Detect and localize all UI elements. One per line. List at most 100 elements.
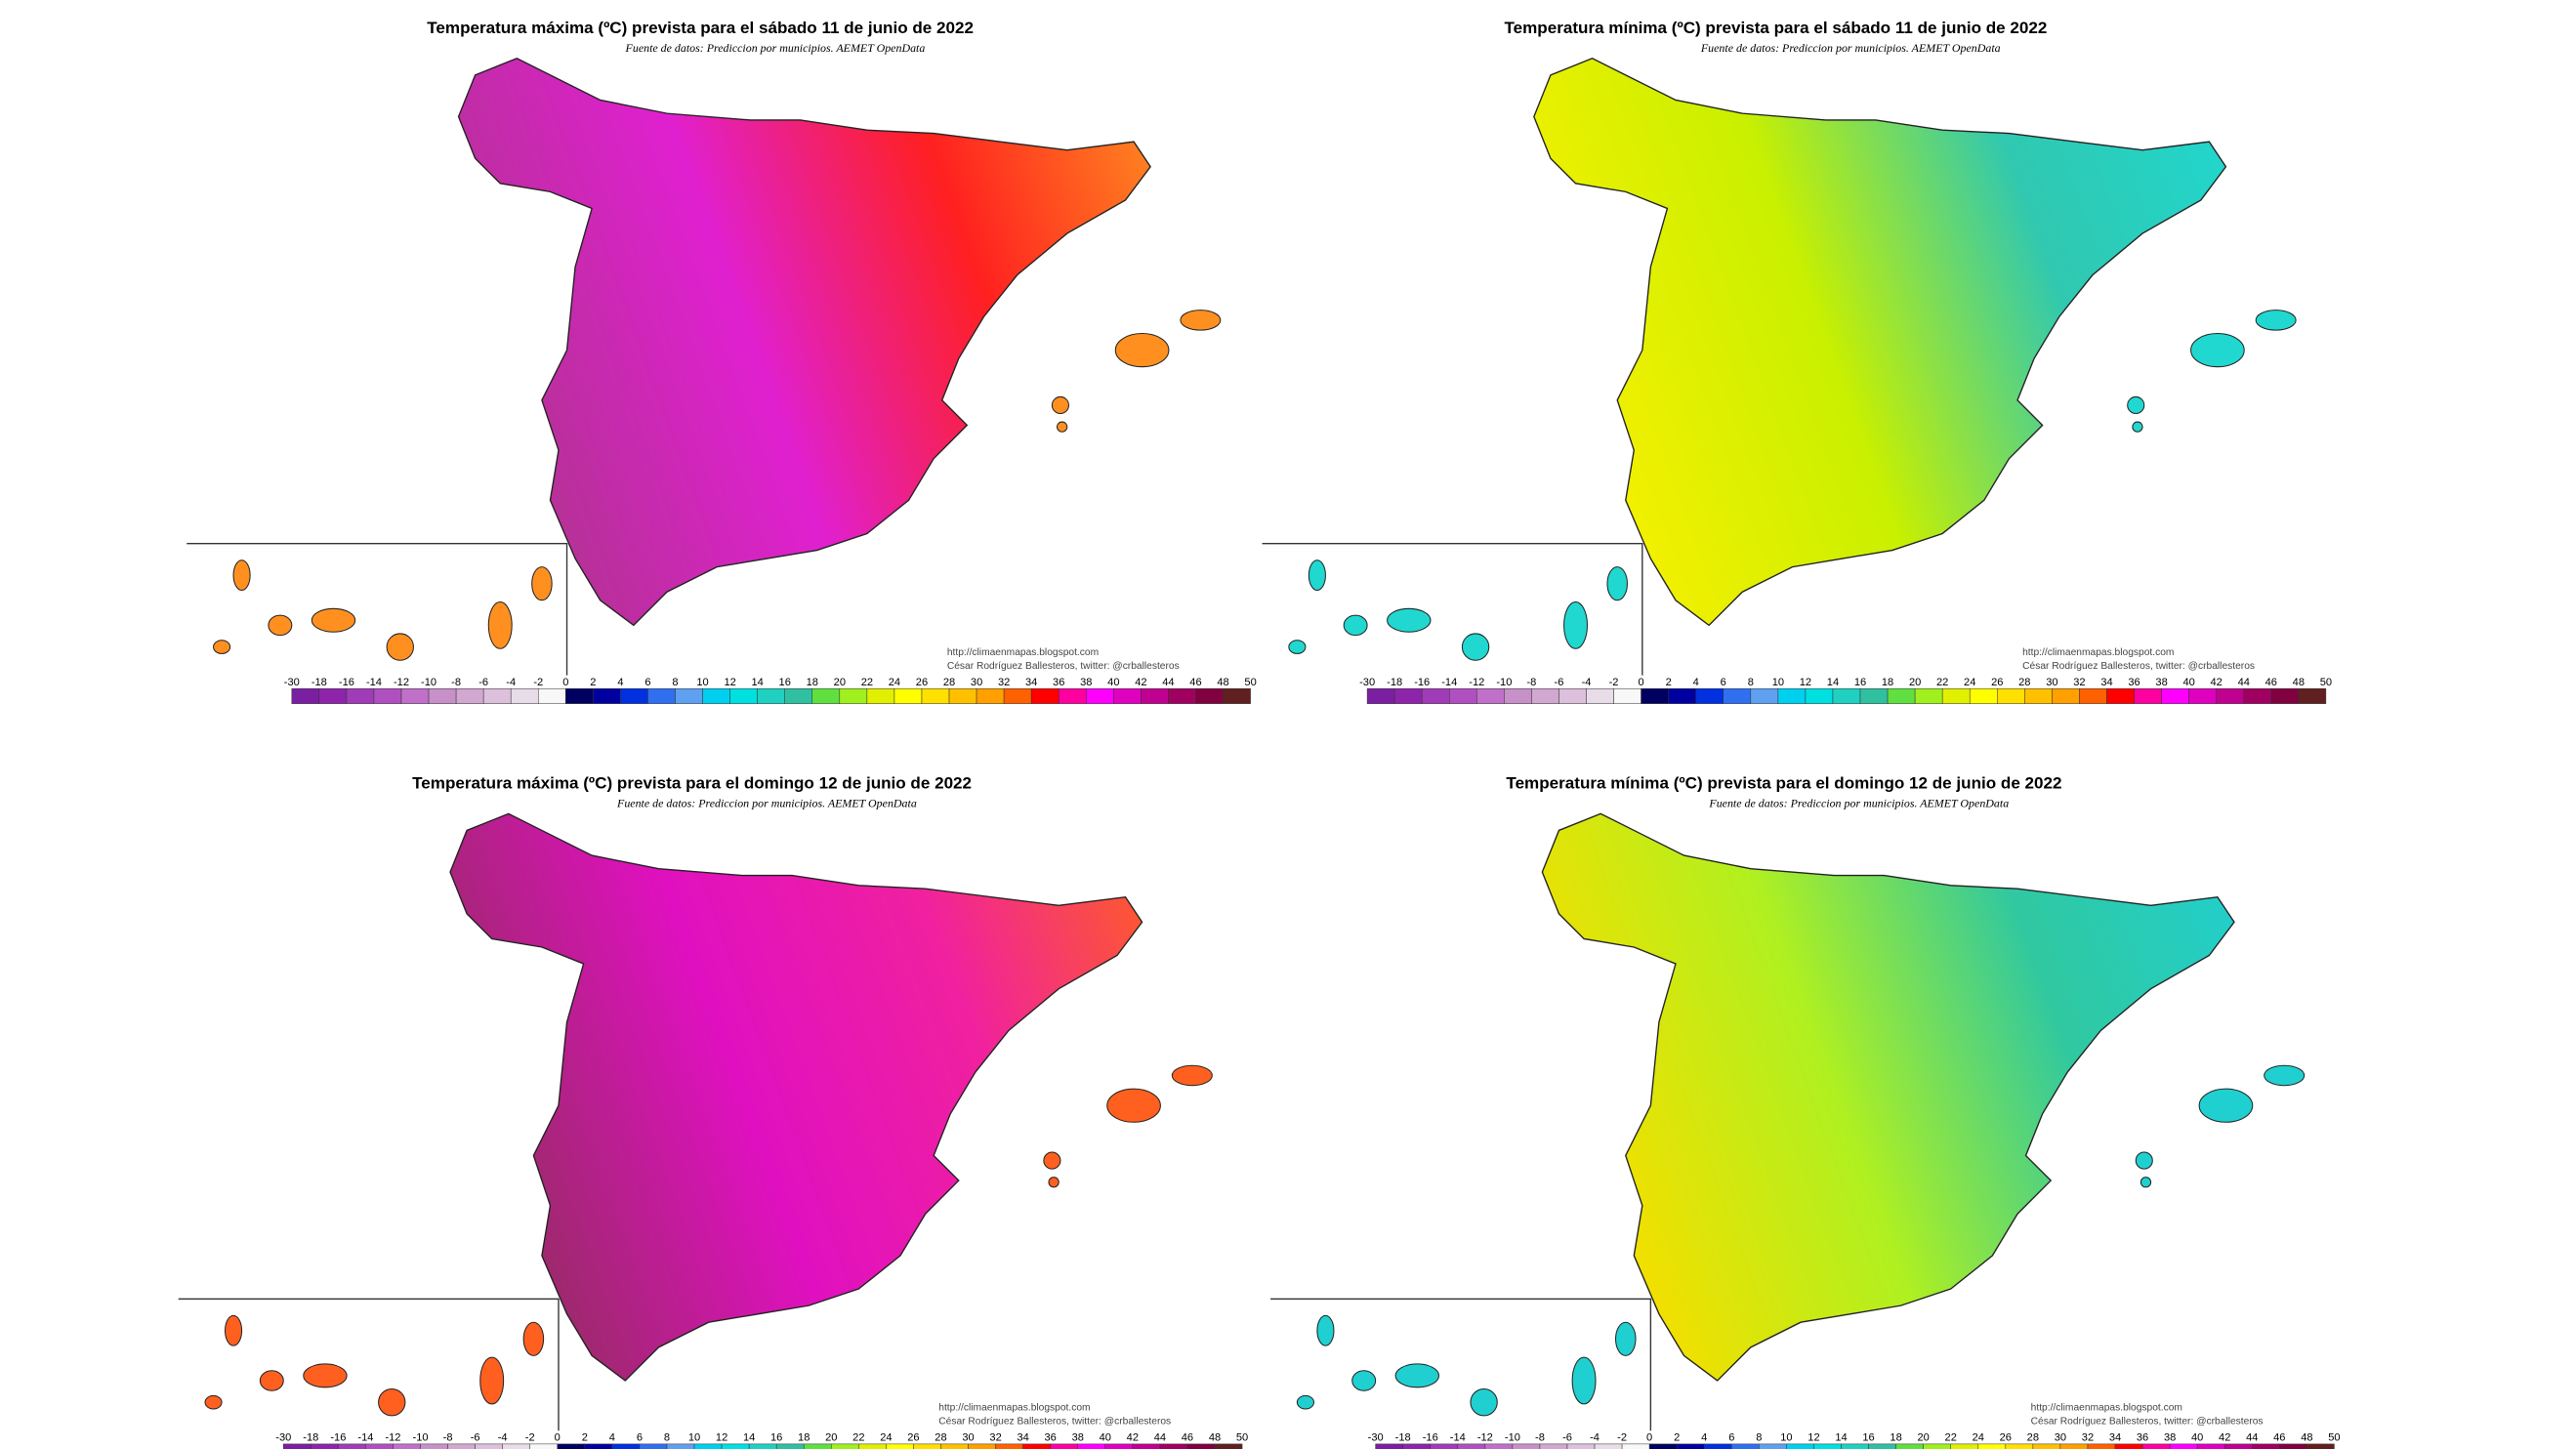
colorbar-cell	[1641, 688, 1669, 704]
colorbar-tick-label: 4	[1701, 1431, 1707, 1443]
colorbar-cell	[1223, 688, 1251, 704]
colorbar-cell	[913, 1443, 941, 1449]
canary-frame	[1262, 543, 1643, 676]
colorbar-cell	[2169, 1443, 2198, 1449]
canary-island	[1288, 640, 1307, 654]
colorbar-cell	[1539, 1443, 1568, 1449]
colorbar-tick-label: 34	[1017, 1431, 1028, 1443]
colorbar-tick-label: -8	[443, 1431, 453, 1443]
colorbar-cell	[1613, 688, 1641, 704]
colorbar-tick-label: 6	[1721, 677, 1726, 688]
colorbar-tick-label: -30	[275, 1431, 291, 1443]
colorbar-tick-label: 0	[562, 677, 568, 688]
balearic-island	[2135, 1151, 2153, 1170]
colorbar-tick-label: -30	[1359, 677, 1375, 688]
colorbar-tick-label: 44	[1154, 1431, 1166, 1443]
colorbar-cell	[1868, 1443, 1896, 1449]
colorbar-tick-label: -14	[357, 1431, 373, 1443]
colorbar-cell	[2188, 688, 2217, 704]
colorbar-cell	[1941, 688, 1971, 704]
colorbar-tick-label: 22	[861, 677, 873, 688]
canary-island	[268, 614, 293, 637]
colorbar-tick-label: -4	[506, 677, 516, 688]
colorbar-tick-label: 22	[852, 1431, 864, 1443]
canary-island	[1343, 614, 1368, 637]
colorbar-cell	[748, 1443, 777, 1449]
colorbar-tick-label: 24	[880, 1431, 892, 1443]
colorbar-tick-label: 8	[672, 677, 678, 688]
colorbar-cell	[968, 1443, 996, 1449]
colorbar-cell	[784, 688, 813, 704]
colorbar-tick-label: -12	[1469, 677, 1484, 688]
colorbar-cell	[455, 688, 484, 704]
colorbar-cell	[1750, 688, 1779, 704]
colorbar-cell	[538, 688, 566, 704]
colorbar-tick-label: -10	[421, 677, 436, 688]
colorbar-cell	[995, 1443, 1023, 1449]
colorbar-tick-label: 4	[617, 677, 623, 688]
colorbar-cell	[1703, 1443, 1732, 1449]
colorbar-cell	[2298, 688, 2327, 704]
colorbar-cell	[1195, 688, 1224, 704]
colorbar-tick-label: 18	[1890, 1431, 1901, 1443]
map-panel: Temperatura máxima (ºC) prevista para el…	[187, 19, 1257, 704]
colorbar-cell	[775, 1443, 805, 1449]
colorbar-tick-label: -8	[451, 677, 461, 688]
colorbar-cell	[318, 688, 348, 704]
colorbar-tick-label: 18	[1882, 677, 1893, 688]
map-source: Fuente de datos: Prediccion por municipi…	[616, 797, 917, 810]
colorbar-tick-label: 36	[1053, 677, 1064, 688]
colorbar-cell	[1375, 1443, 1403, 1449]
colorbar-cell	[2216, 688, 2244, 704]
colorbar-tick-label: -30	[284, 677, 300, 688]
colorbar-tick-label: 28	[935, 1431, 946, 1443]
map-source: Fuente de datos: Prediccion por municipi…	[1700, 41, 2001, 55]
colorbar-tick-label: -14	[1450, 1431, 1466, 1443]
colorbar-cell	[1648, 1443, 1678, 1449]
colorbar-cell	[1895, 1443, 1924, 1449]
colorbar-tick-label: 50	[2320, 677, 2332, 688]
colorbar-tick-label: 38	[2155, 677, 2167, 688]
balearic-island	[2190, 333, 2245, 368]
colorbar-tick-label: 20	[825, 1431, 837, 1443]
canary-island	[1308, 559, 1326, 592]
colorbar-cell	[1504, 688, 1532, 704]
colorbar-cell	[1805, 688, 1834, 704]
colorbar-cell	[1594, 1443, 1623, 1449]
colorbar-tick-label: -10	[1505, 1431, 1520, 1443]
colorbar-tick-label: -4	[1590, 1431, 1600, 1443]
colorbar-tick-label: -12	[385, 1431, 400, 1443]
colorbar-tick-label: 32	[2082, 1431, 2094, 1443]
colorbar-cell	[2141, 1443, 2171, 1449]
colorbar-cell	[693, 1443, 723, 1449]
colorbar-cell	[1887, 688, 1916, 704]
canary-island	[232, 559, 251, 592]
colorbar-tick-label: 42	[1127, 1431, 1139, 1443]
canary-island	[1615, 1321, 1637, 1356]
colorbar-tick-label: -4	[498, 1431, 508, 1443]
canary-island	[224, 1314, 243, 1346]
canary-island	[1351, 1370, 1377, 1391]
balearic-island	[1114, 333, 1170, 368]
colorbar-tick-label: 18	[798, 1431, 810, 1443]
canary-island	[213, 640, 231, 654]
colorbar-tick-label: 32	[989, 1431, 1001, 1443]
colorbar-cell	[1113, 688, 1142, 704]
colorbar-cell	[1141, 688, 1169, 704]
colorbar-tick-label: -4	[1582, 677, 1592, 688]
colorbar-tick-label: 26	[2000, 1431, 2012, 1443]
colorbar-cell	[346, 688, 375, 704]
colorbar-cell	[565, 688, 594, 704]
colorbar-cell	[475, 1443, 503, 1449]
colorbar-cell	[886, 1443, 914, 1449]
colorbar-tick-label: 48	[2293, 677, 2305, 688]
colorbar-cell	[291, 688, 320, 704]
map-title: Temperatura mínima (ºC) prevista para el…	[1506, 774, 2061, 793]
spain-map	[1533, 58, 2227, 627]
canary-island	[479, 1356, 505, 1405]
balearic-island	[2255, 310, 2297, 331]
colorbar-cell	[893, 688, 923, 704]
colorbar-cell	[373, 688, 402, 704]
colorbar-cell	[2052, 688, 2080, 704]
colorbar-tick-label: 24	[1964, 677, 1975, 688]
